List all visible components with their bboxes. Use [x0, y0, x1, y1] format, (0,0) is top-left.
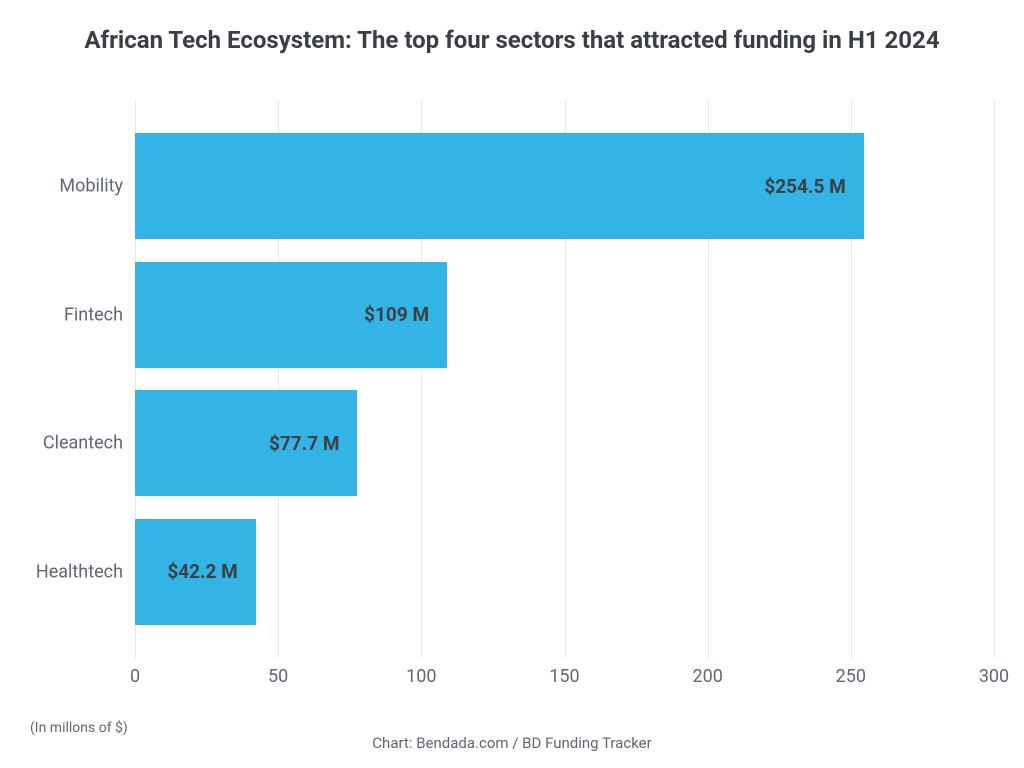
y-tick-label: Mobility	[59, 176, 135, 197]
bar-row: $77.7 M	[135, 390, 994, 496]
bar: $42.2 M	[135, 519, 256, 625]
bar-value-label: $109 M	[364, 303, 429, 326]
chart-area: Mobility Fintech Cleantech Healthtech $254.…	[30, 100, 994, 698]
bar-value-label: $42.2 M	[167, 560, 237, 583]
x-tick-label: 100	[406, 666, 436, 687]
chart-title: African Tech Ecosystem: The top four sec…	[0, 0, 1024, 64]
x-tick-label: 200	[692, 666, 722, 687]
x-tick-label: 50	[268, 666, 288, 687]
plot-region: $254.5 M $109 M $77.7 M $42.2 M	[135, 100, 994, 658]
bar-value-label: $254.5 M	[764, 175, 845, 198]
y-tick-label: Fintech	[64, 304, 135, 325]
y-axis-labels: Mobility Fintech Cleantech Healthtech	[30, 100, 135, 658]
bar-row: $109 M	[135, 262, 994, 368]
x-tick-label: 0	[130, 666, 140, 687]
y-tick-label: Healthtech	[36, 561, 135, 582]
x-tick-label: 250	[836, 666, 866, 687]
bar: $109 M	[135, 262, 447, 368]
bar: $254.5 M	[135, 133, 864, 239]
x-axis-labels: 050100150200250300	[135, 658, 994, 698]
bar-value-label: $77.7 M	[269, 432, 339, 455]
y-tick-label: Cleantech	[43, 433, 135, 454]
bar-row: $254.5 M	[135, 133, 994, 239]
bar-row: $42.2 M	[135, 519, 994, 625]
bar: $77.7 M	[135, 390, 357, 496]
x-tick-label: 300	[979, 666, 1009, 687]
x-tick-label: 150	[549, 666, 579, 687]
bars-container: $254.5 M $109 M $77.7 M $42.2 M	[135, 100, 994, 658]
gridline	[994, 100, 995, 658]
source-note: Chart: Bendada.com / BD Funding Tracker	[0, 734, 1024, 752]
